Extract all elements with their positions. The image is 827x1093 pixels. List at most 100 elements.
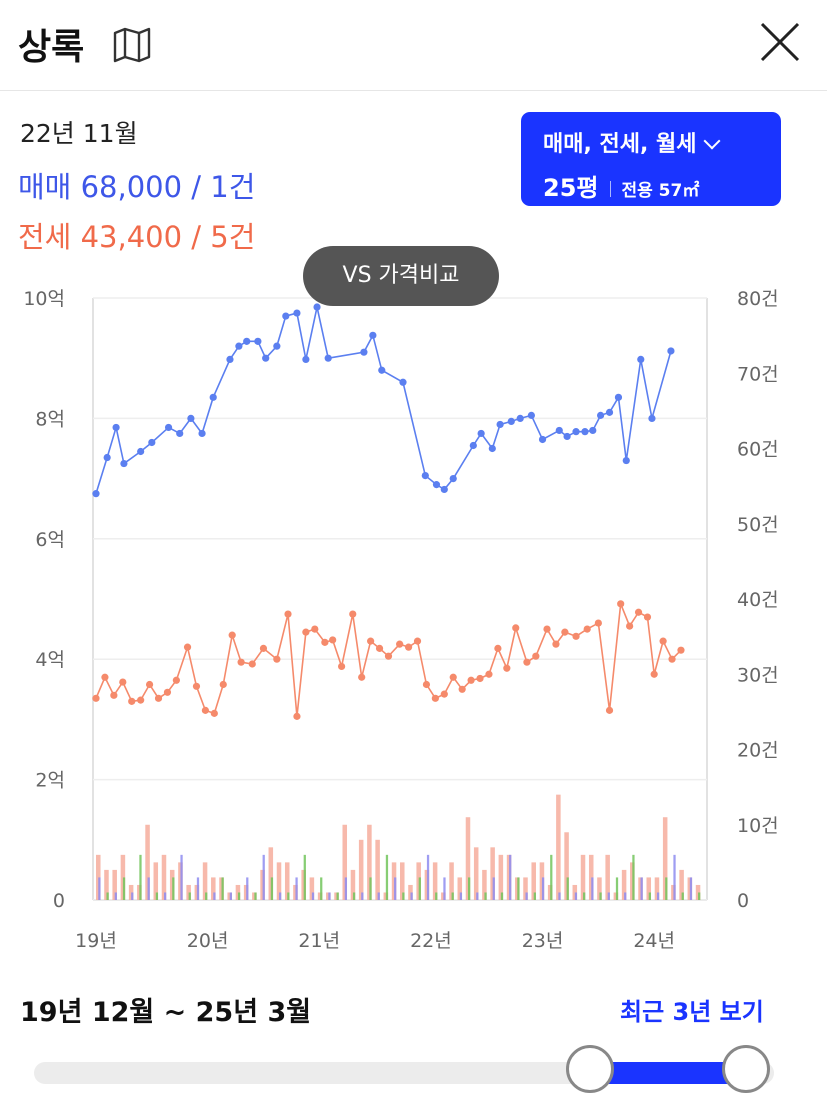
volume-bar [276,862,282,900]
map-icon[interactable] [112,27,152,63]
data-point [637,355,645,364]
volume-bar [583,892,586,900]
price-chart: 0 2억 4억 6억 8억 10억 0 10건 20건 30건 40건 50건 60건 70건 80건 19년… [23,288,779,952]
volume-bar [459,892,463,900]
x-tick-label: 22년 [410,930,452,952]
close-icon[interactable] [758,20,802,64]
volume-bar [476,892,479,900]
data-point [302,355,310,364]
slider-start-handle[interactable] [566,1045,614,1093]
x-tick-label: 24년 [633,930,675,952]
data-point [284,610,292,618]
volume-bar [188,892,191,900]
data-point [243,337,251,345]
header: 상록 [0,0,827,91]
data-point [187,414,195,422]
data-point [605,706,614,714]
volume-bar [252,892,257,900]
data-point [476,674,484,683]
volume-bar [211,877,216,900]
recent-3-years-link[interactable]: 최근 3년 보기 [620,998,764,1026]
data-point [112,423,120,432]
data-point [293,309,301,317]
volume-bar [369,877,372,900]
volume-bar [229,892,232,900]
data-point [349,610,357,618]
volume-bar [104,869,109,900]
data-point [120,459,128,468]
data-point [626,622,634,630]
volume-bar [377,892,380,900]
volume-bar [498,854,504,900]
volume-bar [484,892,487,900]
volume-bar [492,877,495,900]
volume-bar [443,877,446,900]
volume-bar [558,892,561,900]
volume-bar [679,869,684,900]
data-point [617,600,625,608]
volume-bar [284,862,290,900]
volume-bar [656,892,660,900]
data-point [176,429,184,438]
data-point [421,471,429,480]
data-point [137,696,145,704]
data-point [163,688,172,696]
data-point [596,411,605,419]
volume-bar [615,877,619,900]
data-point [583,625,591,633]
data-point [677,646,685,654]
data-point [254,337,262,345]
data-point [101,673,109,681]
y-right-tick-label: 30건 [737,664,779,686]
volume-bar [350,869,356,900]
volume-bar [295,877,298,900]
price-compare-button[interactable]: VS 가격비교 [303,246,499,306]
selected-date: 22년 11월 [20,119,138,148]
volume-bar [385,854,389,900]
data-point [650,670,658,678]
volume-bar [342,824,348,900]
data-point [183,643,192,651]
data-point [659,637,667,645]
data-point [375,644,384,652]
data-point [369,331,377,339]
volume-bar [303,854,306,900]
volume-bar [646,877,652,900]
volume-bar [114,892,117,900]
data-point [488,444,496,453]
data-point [413,637,422,645]
volume-bar [336,892,339,900]
volume-bar [605,854,610,900]
sale-price-summary: 매매 68,000 / 1건 [18,170,256,204]
volume-bar [205,892,208,900]
volume-bar [279,892,282,900]
data-point [172,676,180,684]
x-tick-label: 23년 [522,930,564,952]
volume-bar [122,877,126,900]
volume-bar [566,877,569,900]
volume-bar [541,877,545,900]
slider-end-handle[interactable] [722,1045,770,1093]
data-point [198,429,206,438]
data-point [485,670,493,678]
y-right-tick-label: 0 [737,890,749,912]
volume-bar [654,877,660,900]
data-point [92,490,100,498]
trade-filter-button[interactable]: 매매, 전세, 월세 25평 전용 57㎡ [521,112,781,206]
volume-bar [161,854,167,900]
volume-bar [352,892,356,900]
data-point [555,426,563,435]
data-point [523,658,531,666]
volume-bar [106,892,109,900]
data-point [503,664,511,672]
data-point [532,652,540,660]
y-left-tick-label: 2억 [35,770,65,792]
volume-bar [402,892,405,900]
data-point [440,485,448,494]
volume-bar [172,877,175,900]
x-tick-label: 21년 [298,930,340,952]
data-point [154,694,163,702]
data-point [634,608,643,616]
data-point [643,613,652,621]
data-point [302,628,310,636]
